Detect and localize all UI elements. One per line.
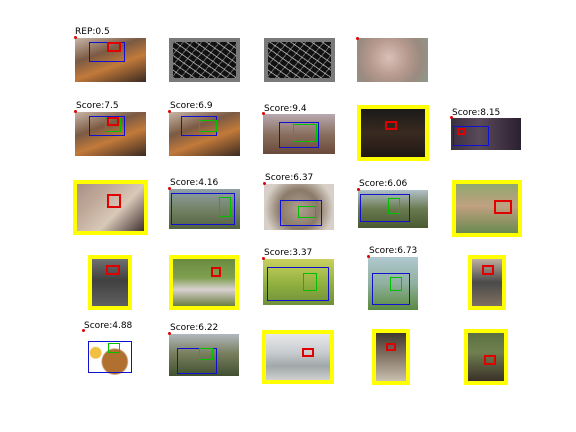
thumbnail-row5-col5[interactable]: [464, 329, 508, 385]
thumbnail-row5-col1[interactable]: [86, 333, 134, 377]
score-label: Score:7.5: [76, 101, 119, 111]
thumbnail-row2-col4[interactable]: [357, 105, 429, 161]
detection-box: [199, 120, 217, 132]
thumbnail-row5-col2[interactable]: [169, 334, 239, 376]
marker-dot: [450, 116, 453, 119]
thumbnail-row5-col4[interactable]: [372, 329, 410, 385]
score-label: Score:4.16: [170, 178, 219, 188]
thumbnail-row1-col3[interactable]: [264, 38, 335, 82]
detection-box: [267, 267, 329, 301]
detection-box: [171, 193, 235, 225]
thumbnail-row2-col2[interactable]: [169, 112, 240, 156]
marker-dot: [356, 37, 359, 40]
detection-box: [107, 42, 121, 52]
thumbnail-row3-col2[interactable]: [169, 189, 240, 229]
thumbnail-row3-col4[interactable]: [358, 190, 428, 228]
score-label: Score:4.88: [84, 321, 133, 331]
thumbnail-row2-col1[interactable]: [75, 112, 146, 156]
detection-box: [303, 273, 317, 291]
thumbnail-row1-col2[interactable]: [169, 38, 240, 82]
detection-box: [388, 198, 400, 214]
detection-box: [108, 343, 120, 353]
marker-dot: [357, 188, 360, 191]
thumbnail-row5-col3[interactable]: [262, 330, 334, 384]
marker-dot: [74, 36, 77, 39]
detection-box: [211, 267, 221, 277]
rep-label: REP:0.5: [75, 27, 110, 37]
thumbnail-row4-col4[interactable]: [368, 257, 418, 310]
detection-box: [107, 117, 119, 126]
thumbnail-row4-col1[interactable]: [88, 255, 132, 310]
detection-box: [293, 124, 317, 142]
marker-dot: [74, 110, 77, 113]
score-label: Score:6.37: [265, 173, 314, 183]
detection-box: [302, 348, 314, 357]
detection-box: [219, 197, 231, 217]
thumbnail-row3-col1[interactable]: [73, 180, 148, 235]
score-label: Score:6.73: [369, 246, 418, 256]
detection-box: [106, 265, 120, 275]
marker-dot: [367, 255, 370, 258]
marker-dot: [168, 110, 171, 113]
detection-box: [484, 355, 496, 365]
marker-dot: [263, 182, 266, 185]
detection-box: [360, 194, 410, 222]
detection-box: [177, 348, 217, 374]
detection-box: [280, 200, 322, 226]
marker-dot: [168, 332, 171, 335]
detection-box: [494, 200, 512, 214]
thumbnail-row3-col5[interactable]: [452, 180, 522, 237]
thumbnail-row4-col2[interactable]: [169, 255, 239, 310]
marker-dot: [262, 257, 265, 260]
thumbnail-row3-col3[interactable]: [264, 184, 334, 230]
score-label: Score:6.22: [170, 323, 219, 333]
detection-box: [453, 126, 489, 146]
detection-box: [89, 116, 125, 136]
marker-dot: [168, 187, 171, 190]
marker-dot: [262, 112, 265, 115]
score-label: Score:6.06: [359, 179, 408, 189]
detection-box: [88, 341, 132, 373]
detection-box: [482, 265, 494, 275]
thumbnail-row1-col4[interactable]: [357, 38, 428, 82]
thumbnail-rep[interactable]: [75, 38, 146, 82]
score-label: Score:9.4: [264, 104, 307, 114]
detection-box: [298, 206, 316, 218]
detection-box: [107, 194, 121, 208]
detection-box: [385, 121, 397, 130]
thumbnail-row2-col3[interactable]: [263, 114, 335, 154]
score-label: Score:8.15: [452, 108, 501, 118]
detection-box: [386, 343, 396, 351]
detection-box: [199, 348, 213, 360]
score-label: Score:6.9: [170, 101, 213, 111]
detection-box: [457, 128, 465, 135]
thumbnail-row2-col5[interactable]: [451, 118, 521, 150]
thumbnail-row4-col3[interactable]: [263, 259, 334, 305]
detection-box: [372, 273, 410, 305]
detection-box: [390, 277, 402, 291]
marker-dot: [82, 329, 85, 332]
score-label: Score:3.37: [264, 248, 313, 258]
thumbnail-row4-col5[interactable]: [468, 255, 506, 310]
detection-box: [279, 122, 319, 148]
